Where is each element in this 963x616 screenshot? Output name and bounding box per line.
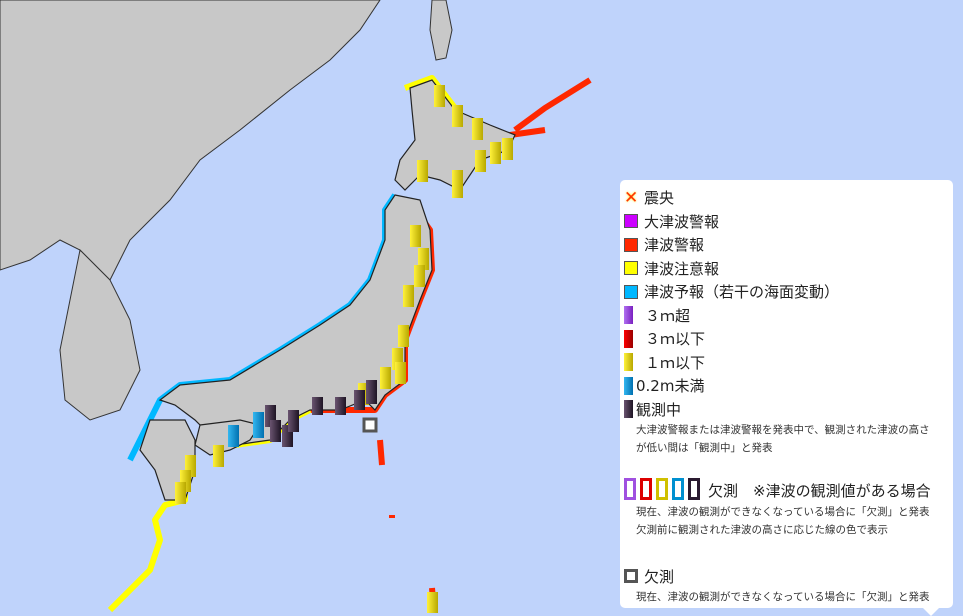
under-3m-bar-icon [624, 329, 633, 348]
major-warning-swatch [624, 214, 638, 229]
legend-under-1m: １ｍ以下 [645, 353, 706, 372]
legend-forecast: 津波予報（若干の海面変動） [644, 283, 840, 302]
warning-swatch [624, 237, 638, 252]
legend-missing-with-value: 欠測 ※津波の観測値がある場合 [708, 482, 931, 501]
legend-observing: 観測中 [636, 400, 682, 419]
continent [0, 0, 453, 421]
legend-over-3m: ３ｍ超 [645, 306, 691, 325]
legend-advisory: 津波注意報 [644, 259, 720, 278]
epicenter-icon: ✕ [624, 187, 639, 208]
legend-missing: 欠測 [644, 567, 675, 586]
over-3m-bar-icon [624, 306, 633, 325]
missing-note: 現在、津波の観測ができなくなっている場合に「欠測」と発表 [636, 591, 930, 603]
observing-note: が低い間は「観測中」と発表 [636, 442, 773, 454]
legend-warning: 津波警報 [644, 236, 705, 255]
missing-note: 現在、津波の観測ができなくなっている場合に「欠測」と発表 [636, 505, 930, 518]
observing-note: 大津波警報または津波警報を発表中で、観測された津波の高さ [636, 424, 930, 436]
missing-bar-icons [624, 477, 704, 504]
under-02m-bar-icon [624, 376, 633, 395]
under-1m-bar-icon [624, 353, 633, 372]
legend-major-warning: 大津波警報 [644, 212, 720, 231]
advisory-swatch [624, 261, 638, 276]
legend-under-02m: 0.2m未満 [636, 377, 705, 396]
legend-under-3m: ３ｍ以下 [645, 330, 706, 349]
missing-note: 欠測前に観測された津波の高さに応じた線の色で表示 [636, 523, 888, 536]
forecast-swatch [624, 284, 638, 299]
observation-bars [175, 85, 513, 613]
legend-panel: ✕ 震央 大津波警報 津波警報 津波注意報 津波予報（若干の海面変動） ３ｍ超 ３… [620, 180, 953, 616]
missing-station-marker [362, 417, 378, 433]
observing-bar-icon [624, 400, 633, 419]
legend-epicenter: 震央 [644, 189, 675, 208]
missing-square-icon [624, 569, 638, 584]
